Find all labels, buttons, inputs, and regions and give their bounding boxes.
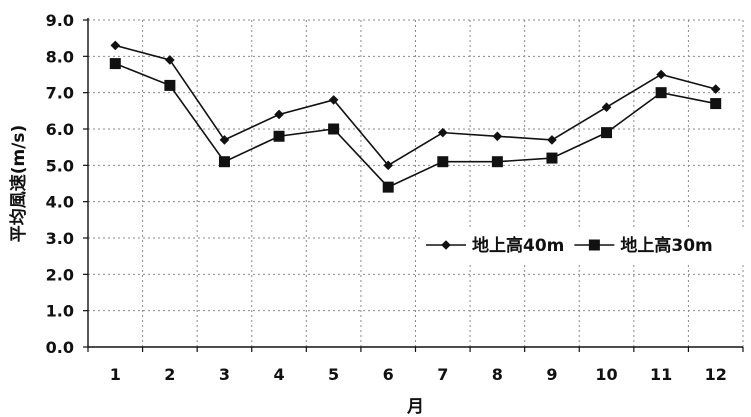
data-point-square (328, 123, 340, 135)
series-line (114, 62, 716, 189)
series-line (115, 44, 716, 167)
data-point-square (273, 130, 285, 142)
data-point-diamond (219, 135, 230, 145)
x-tick-label: 1 (110, 365, 121, 384)
x-tick-label: 8 (492, 365, 503, 384)
data-point-diamond (437, 127, 448, 138)
y-tick-label: 3.0 (46, 229, 74, 248)
y-tick-labels: 0.0 1.0 2.0 3.0 4.0 5.0 6.0 7.0 8.0 9.0 (46, 11, 74, 357)
x-tick-label: 6 (383, 365, 394, 384)
legend-square-marker (588, 239, 600, 251)
x-tick-label: 5 (328, 365, 339, 384)
x-tick-label: 7 (437, 365, 448, 384)
y-tick-label: 6.0 (46, 120, 74, 139)
data-point-square (491, 156, 503, 168)
axes (83, 18, 744, 352)
y-tick-label: 4.0 (46, 193, 74, 212)
y-tick-label: 1.0 (46, 302, 74, 321)
data-point-square (437, 156, 449, 168)
data-point-diamond (601, 102, 612, 112)
x-tick-label: 4 (273, 365, 284, 384)
legend-item-2: 地上高30m (574, 235, 713, 256)
data-point-square (218, 156, 230, 168)
data-point-square (710, 98, 722, 110)
legend-label: 地上高40m (472, 235, 564, 256)
series-1 (110, 40, 721, 171)
data-point-square (382, 181, 394, 193)
data-point-diamond (492, 131, 503, 142)
x-tick-label: 3 (219, 365, 230, 384)
data-point-diamond (165, 55, 175, 65)
data-point-diamond (383, 160, 394, 171)
y-tick-label: 5.0 (46, 156, 74, 175)
x-tick-labels: 1 2 3 4 5 6 7 8 9 10 11 12 (110, 365, 727, 384)
x-tick-label: 9 (546, 365, 557, 384)
data-point-diamond (656, 69, 666, 80)
data-point-square (109, 58, 121, 70)
y-tick-label: 8.0 (46, 47, 74, 66)
y-tick-label: 0.0 (46, 338, 74, 357)
x-tick-label: 11 (650, 365, 672, 384)
series-2 (109, 58, 722, 193)
data-point-diamond (328, 95, 339, 105)
data-point-diamond (110, 40, 121, 51)
data-point-square (164, 79, 176, 91)
legend-diamond-marker (441, 240, 451, 250)
y-tick-label: 9.0 (46, 11, 74, 30)
legend-label: 地上高30m (620, 235, 712, 256)
x-tick-label: 12 (705, 365, 727, 384)
x-tick-label: 10 (595, 365, 617, 384)
data-point-square (655, 87, 667, 99)
series-group (109, 40, 722, 193)
data-point-diamond (710, 84, 721, 94)
data-point-diamond (274, 109, 284, 120)
data-point-square (546, 152, 558, 164)
y-axis-title: 平均風速(m/s) (8, 125, 29, 243)
data-point-diamond (547, 135, 557, 145)
data-point-square (601, 127, 613, 139)
legend-item-1: 地上高40m (426, 235, 564, 256)
y-tick-label: 7.0 (46, 84, 74, 103)
x-axis-title: 月 (406, 397, 424, 417)
legend: 地上高40m 地上高30m (420, 228, 748, 262)
x-tick-label: 2 (164, 365, 175, 384)
y-tick-label: 2.0 (46, 265, 74, 284)
